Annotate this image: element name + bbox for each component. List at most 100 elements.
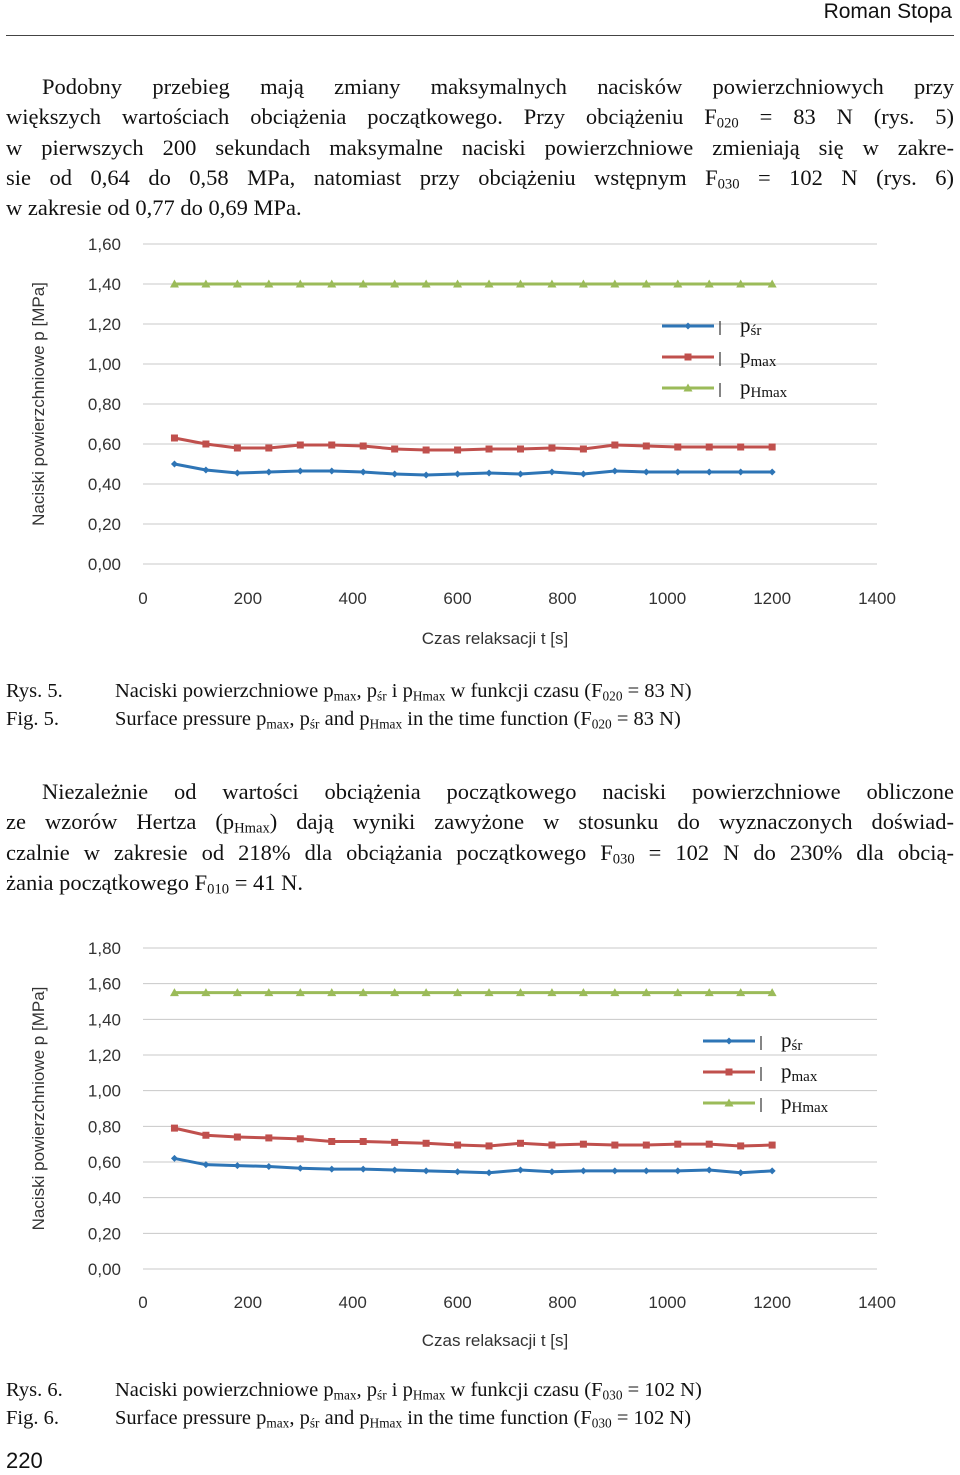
data-point (485, 445, 493, 453)
data-point (233, 1162, 241, 1170)
legend-item: pśr (662, 313, 761, 339)
data-point (328, 441, 336, 449)
paragraph-1: Podobny przebieg mają zmiany maksymalnyc… (6, 72, 954, 223)
subscript: 010 (207, 881, 230, 898)
text-run: , p (356, 1379, 378, 1401)
caption-text: Naciski powierzchniowe pmax, pśr i pHmax… (115, 1376, 702, 1404)
data-point (265, 444, 273, 452)
text-line: czalnie w zakresie od 218% dla obciążani… (6, 838, 954, 868)
x-tick-label: 400 (339, 589, 367, 608)
y-tick-label: 0,20 (88, 1224, 121, 1243)
data-point (516, 470, 524, 478)
data-point (641, 988, 651, 997)
x-tick-label: 1000 (648, 589, 686, 608)
data-point (359, 1165, 367, 1173)
text-line: Niezależnie od wartości obciążenia począ… (6, 777, 954, 807)
caption-text: Surface pressure pmax, pśr and pHmax in … (115, 705, 681, 733)
data-point (641, 279, 651, 288)
legend-label-base: p (781, 1028, 792, 1052)
data-point (683, 383, 693, 392)
data-point (579, 470, 587, 478)
series-line (174, 1126, 773, 1148)
subscript: Hmax (412, 1387, 446, 1403)
data-point (170, 1154, 178, 1162)
data-point (454, 1168, 462, 1176)
legend-label-sub: Hmax (751, 385, 788, 401)
figure-5-caption-en: Fig. 5. Surface pressure pmax, pśr and pH… (6, 705, 692, 733)
x-tick-label: 1400 (858, 1293, 896, 1312)
data-point (327, 279, 337, 288)
subscript: śr (377, 688, 387, 704)
data-point (768, 1167, 776, 1175)
y-tick-label: 1,40 (88, 1010, 121, 1029)
data-point (673, 279, 683, 288)
gridlines (143, 947, 877, 1270)
x-tick-label: 1200 (753, 589, 791, 608)
data-point (233, 469, 241, 477)
data-point (642, 468, 650, 476)
text-run: = 83 N) (611, 708, 681, 730)
legend-label-sub: max (792, 1069, 818, 1085)
text-run: Podobny przebieg mają zmiany maksymalnyc… (42, 74, 954, 99)
data-point (578, 988, 588, 997)
paragraph-2: Niezależnie od wartości obciążenia począ… (6, 777, 954, 898)
subscript: śr (377, 1387, 387, 1403)
subscript: śr (309, 1415, 320, 1431)
data-point (169, 988, 179, 997)
text-run: , p (289, 1407, 310, 1429)
data-point (642, 442, 650, 450)
legend-label-sub: śr (792, 1038, 803, 1054)
data-point (422, 1167, 430, 1175)
data-point (673, 988, 683, 997)
legend-label: pmax (781, 1059, 818, 1085)
series-śr (170, 460, 776, 479)
data-point (296, 441, 304, 449)
y-axis-label: Naciski powierzchniowe p [MPa] (29, 282, 48, 526)
legend-label-base: p (740, 375, 751, 399)
data-point (705, 468, 713, 476)
data-point (422, 446, 430, 454)
data-point (202, 1161, 210, 1169)
x-tick-label: 800 (548, 589, 576, 608)
text-run: ze wzorów Hertza (p (6, 809, 235, 835)
data-point (725, 1037, 733, 1045)
text-run: większych wartościach obciążenia początk… (6, 104, 717, 130)
data-point (515, 988, 525, 997)
data-point (328, 1137, 336, 1145)
series-line (174, 462, 773, 477)
text-run: Niezależnie od wartości obciążenia począ… (42, 779, 954, 804)
data-point (359, 442, 367, 450)
data-point (705, 1140, 713, 1148)
x-tick-label: 1200 (753, 1293, 791, 1312)
data-point (767, 988, 777, 997)
caption-label: Rys. 6. (6, 1379, 63, 1401)
data-point (705, 1166, 713, 1174)
data-point (611, 1167, 619, 1175)
data-point (328, 1165, 336, 1173)
y-tick-label: 0,40 (88, 475, 121, 494)
text-run: in the time function (F (402, 708, 592, 730)
text-run: = 83 N) (622, 680, 692, 702)
data-point (485, 469, 493, 477)
data-point (684, 353, 692, 361)
legend-label-base: p (781, 1090, 792, 1114)
data-point (359, 468, 367, 476)
caption-label: Fig. 6. (6, 1407, 59, 1429)
text-run: , p (356, 680, 378, 702)
text-line: żania początkowego F010 = 41 N. (6, 868, 954, 898)
gridlines (143, 243, 877, 565)
text-run: i p (386, 1379, 413, 1401)
data-point (737, 1169, 745, 1177)
subscript: max (333, 1387, 357, 1403)
legend-label-sub: śr (751, 323, 762, 339)
data-point (579, 1167, 587, 1175)
text-run: = 83 N (rys. 5) (738, 104, 954, 130)
y-tick-label: 1,80 (88, 939, 121, 958)
series-max (170, 1124, 776, 1150)
subscript: max (333, 688, 357, 704)
data-point (232, 988, 242, 997)
page-number: 220 (6, 1448, 43, 1473)
data-point (642, 1167, 650, 1175)
text-run: Naciski powierzchniowe p (115, 1379, 334, 1401)
